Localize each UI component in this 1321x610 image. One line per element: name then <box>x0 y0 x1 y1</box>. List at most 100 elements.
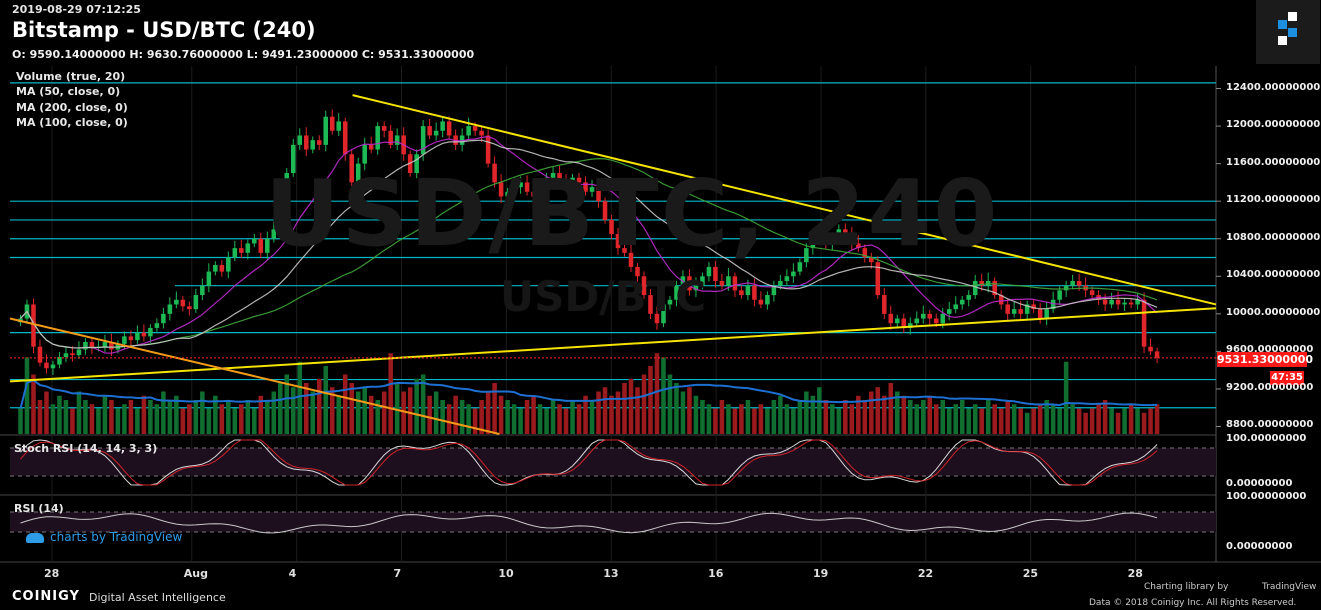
candle-body <box>609 219 614 235</box>
candle-body <box>953 304 959 310</box>
volume-bar <box>1024 412 1030 434</box>
candle-body <box>531 191 536 197</box>
candle-body <box>914 318 920 324</box>
candle-body <box>37 346 43 363</box>
candle-body <box>44 362 49 369</box>
trendline <box>9 307 1217 383</box>
candle-body <box>992 280 997 296</box>
candle-body <box>570 177 575 188</box>
volume-bar <box>316 378 322 434</box>
candle-body <box>349 154 354 183</box>
volume-bar <box>245 400 251 434</box>
volume-bar <box>485 391 491 434</box>
volume-bar <box>992 404 997 434</box>
volume-bar <box>355 391 361 434</box>
volume-bar <box>206 408 212 434</box>
indicator-volume[interactable]: Volume (true, 20) <box>16 70 126 83</box>
candle-body <box>368 144 374 150</box>
candle-body <box>693 285 699 291</box>
volume-bar <box>687 387 692 434</box>
volume-bar <box>804 391 809 434</box>
tradingview-link[interactable]: charts by TradingView <box>26 530 182 544</box>
volume-bar <box>96 408 101 434</box>
candle-body <box>1031 304 1036 310</box>
candle-body <box>862 248 868 258</box>
candle-body <box>524 182 530 192</box>
candle-body <box>739 290 744 296</box>
indicator-ma200[interactable]: MA (200, close, 0) <box>16 101 128 114</box>
volume-bar <box>109 400 114 434</box>
candle-body <box>70 353 75 356</box>
volume-bar <box>427 395 432 434</box>
volume-bar <box>531 395 536 434</box>
candle-body <box>856 243 861 249</box>
volume-bar <box>37 400 43 434</box>
candle-body <box>128 336 134 341</box>
candle-body <box>258 238 264 253</box>
volume-bar <box>472 408 478 434</box>
candle-body <box>63 353 69 358</box>
volume-bar <box>50 404 56 434</box>
y-tick-label: 10000.00000000 <box>1226 306 1321 318</box>
indicator-ma50[interactable]: MA (50, close, 0) <box>16 85 121 98</box>
volume-bar <box>771 400 777 434</box>
x-tick-label: 4 <box>288 567 297 580</box>
volume-bar <box>765 408 770 434</box>
y-tick-label: 11600.00000000 <box>1226 156 1321 168</box>
candle-body <box>1076 280 1082 286</box>
volume-bar <box>128 400 134 434</box>
volume-bar <box>602 387 608 434</box>
candle-body <box>316 140 322 145</box>
coinigy-logo[interactable] <box>1256 0 1320 64</box>
candle-body <box>907 323 913 328</box>
candle-body <box>83 342 88 350</box>
candle-body <box>206 271 212 286</box>
volume-bar <box>1057 408 1062 434</box>
y-tick-label: 10800.00000000 <box>1226 231 1321 243</box>
volume-bar <box>920 400 926 434</box>
tradingview-link-text[interactable]: charts by TradingView <box>50 530 183 544</box>
volume-bar <box>959 400 965 434</box>
rsi-label[interactable]: RSI (14) <box>14 502 64 515</box>
candle-body <box>252 238 257 244</box>
volume-bar <box>381 391 387 434</box>
volume-bar <box>492 383 497 434</box>
volume-bar <box>200 391 205 434</box>
candle-body <box>245 243 251 253</box>
indicator-ma100[interactable]: MA (100, close, 0) <box>16 116 128 129</box>
x-tick-label: 19 <box>812 567 829 580</box>
candle-body <box>635 266 640 277</box>
volume-bar <box>401 391 406 434</box>
ma200-line <box>20 157 1158 349</box>
volume-bar <box>102 395 108 434</box>
candle-body <box>875 262 881 296</box>
volume-bar <box>1148 408 1153 434</box>
stoch-rsi-label[interactable]: Stoch RSI (14, 14, 3, 3) <box>14 442 158 455</box>
volume-bar <box>758 404 764 434</box>
volume-bar <box>420 374 426 434</box>
volume-bar <box>570 400 575 434</box>
candle-body <box>284 173 290 202</box>
volume-bar <box>557 404 562 434</box>
chart-watermark: USD/BTC, 240 <box>265 160 1000 267</box>
candle-body <box>576 177 582 183</box>
candle-body <box>375 126 380 150</box>
volume-bar <box>459 400 465 434</box>
candle-body <box>148 327 153 337</box>
candle-body <box>849 234 855 244</box>
coinigy-tagline: Digital Asset Intelligence <box>89 591 226 604</box>
stoch-k-line <box>20 439 1158 486</box>
tradingview-credit[interactable]: TradingView <box>1262 582 1317 592</box>
volume-bar <box>778 395 783 434</box>
candle-body <box>927 313 933 319</box>
candle-body <box>479 130 484 136</box>
volume-bar <box>615 391 621 434</box>
volume-bar <box>1102 400 1108 434</box>
volume-bar <box>797 400 803 434</box>
candle-body <box>440 121 445 131</box>
candle-body <box>946 309 952 314</box>
candle-body <box>537 182 543 197</box>
volume-bar <box>680 391 686 434</box>
candle-body <box>492 163 497 183</box>
